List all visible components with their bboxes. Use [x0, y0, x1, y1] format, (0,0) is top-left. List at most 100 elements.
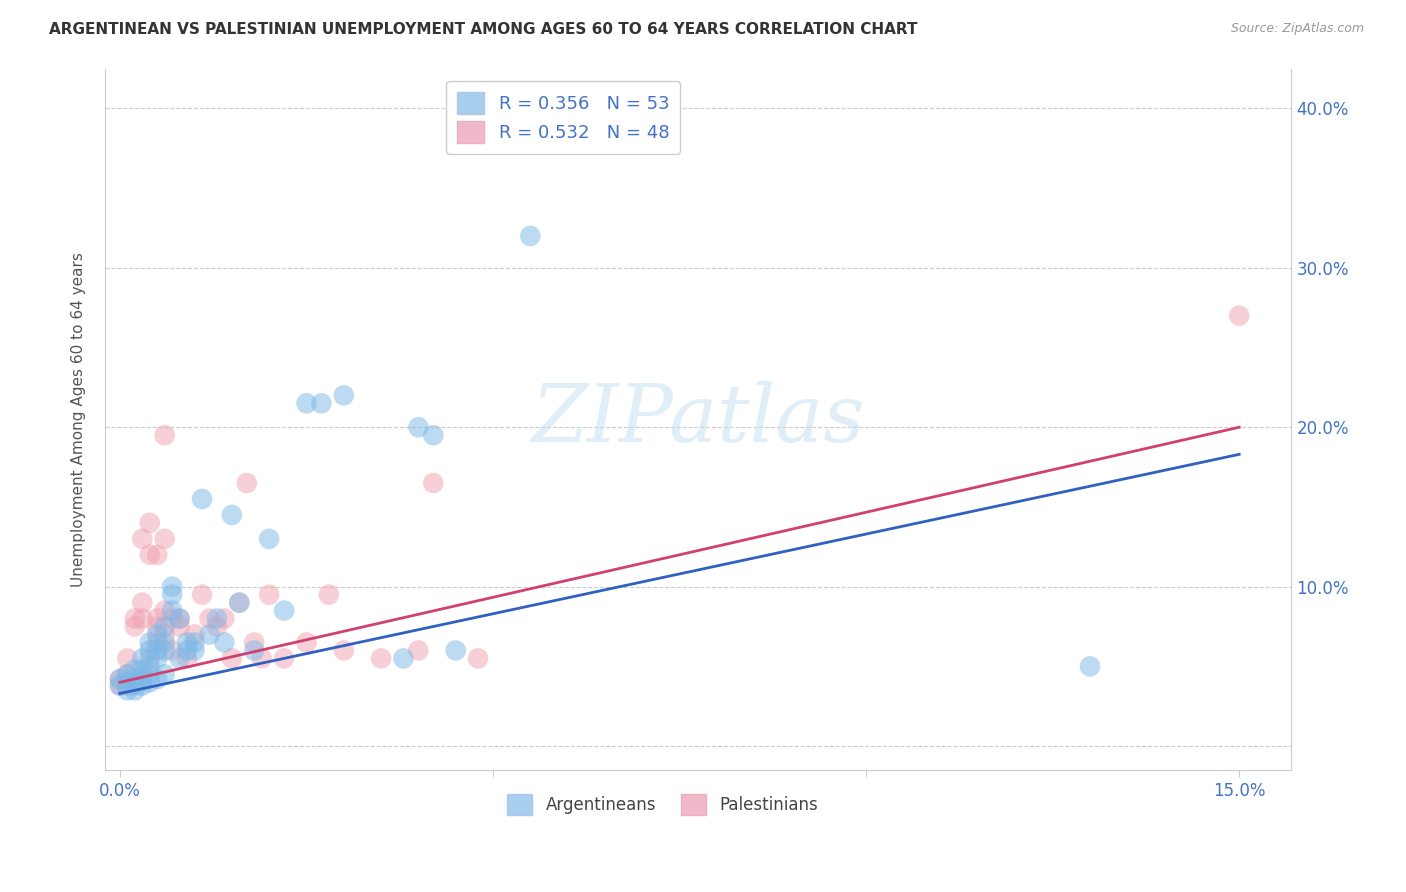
Point	[273, 651, 295, 665]
Point	[108, 672, 131, 686]
Point	[108, 678, 131, 692]
Point	[146, 548, 169, 562]
Point	[198, 627, 221, 641]
Point	[160, 603, 183, 617]
Point	[221, 508, 243, 522]
Point	[392, 651, 415, 665]
Point	[153, 428, 176, 442]
Point	[153, 603, 176, 617]
Point	[295, 635, 318, 649]
Point	[214, 611, 236, 625]
Point	[408, 643, 430, 657]
Point	[139, 635, 162, 649]
Point	[214, 635, 236, 649]
Point	[153, 635, 176, 649]
Point	[183, 627, 205, 641]
Point	[422, 428, 444, 442]
Point	[273, 603, 295, 617]
Point	[117, 683, 139, 698]
Point	[257, 588, 280, 602]
Point	[295, 396, 318, 410]
Point	[198, 611, 221, 625]
Point	[153, 532, 176, 546]
Point	[124, 619, 146, 633]
Point	[146, 619, 169, 633]
Point	[160, 643, 183, 657]
Point	[146, 643, 169, 657]
Point	[153, 667, 176, 681]
Point	[131, 532, 153, 546]
Point	[519, 228, 541, 243]
Point	[153, 627, 176, 641]
Point	[124, 611, 146, 625]
Point	[169, 651, 191, 665]
Point	[117, 667, 139, 681]
Point	[243, 635, 266, 649]
Point	[131, 667, 153, 681]
Point	[139, 516, 162, 530]
Point	[176, 635, 198, 649]
Point	[117, 667, 139, 681]
Point	[146, 627, 169, 641]
Point	[139, 651, 162, 665]
Point	[408, 420, 430, 434]
Point	[131, 672, 153, 686]
Point	[108, 672, 131, 686]
Point	[169, 611, 191, 625]
Point	[124, 663, 146, 677]
Point	[183, 635, 205, 649]
Point	[370, 651, 392, 665]
Point	[153, 643, 176, 657]
Point	[169, 619, 191, 633]
Point	[183, 643, 205, 657]
Point	[139, 667, 162, 681]
Point	[139, 643, 162, 657]
Point	[191, 491, 214, 506]
Point	[160, 611, 183, 625]
Point	[318, 588, 340, 602]
Point	[236, 476, 259, 491]
Point	[124, 672, 146, 686]
Point	[176, 643, 198, 657]
Point	[124, 675, 146, 690]
Point	[422, 476, 444, 491]
Text: ARGENTINEAN VS PALESTINIAN UNEMPLOYMENT AMONG AGES 60 TO 64 YEARS CORRELATION CH: ARGENTINEAN VS PALESTINIAN UNEMPLOYMENT …	[49, 22, 918, 37]
Point	[160, 588, 183, 602]
Text: ZIPatlas: ZIPatlas	[531, 381, 865, 458]
Point	[228, 596, 250, 610]
Point	[117, 675, 139, 690]
Point	[191, 588, 214, 602]
Point	[176, 651, 198, 665]
Point	[1078, 659, 1101, 673]
Point	[228, 596, 250, 610]
Point	[333, 643, 356, 657]
Point	[221, 651, 243, 665]
Point	[257, 532, 280, 546]
Point	[131, 663, 153, 677]
Point	[169, 611, 191, 625]
Point	[131, 678, 153, 692]
Text: Source: ZipAtlas.com: Source: ZipAtlas.com	[1230, 22, 1364, 36]
Point	[153, 619, 176, 633]
Point	[146, 672, 169, 686]
Y-axis label: Unemployment Among Ages 60 to 64 years: Unemployment Among Ages 60 to 64 years	[72, 252, 86, 587]
Point	[131, 596, 153, 610]
Point	[124, 683, 146, 698]
Point	[139, 675, 162, 690]
Point	[131, 611, 153, 625]
Point	[139, 548, 162, 562]
Point	[444, 643, 467, 657]
Point	[250, 651, 273, 665]
Point	[108, 678, 131, 692]
Point	[333, 388, 356, 402]
Point	[139, 659, 162, 673]
Point	[146, 651, 169, 665]
Point	[124, 678, 146, 692]
Point	[160, 580, 183, 594]
Point	[311, 396, 333, 410]
Point	[205, 619, 228, 633]
Point	[467, 651, 489, 665]
Point	[117, 651, 139, 665]
Point	[131, 651, 153, 665]
Legend: Argentineans, Palestinians: Argentineans, Palestinians	[498, 784, 828, 825]
